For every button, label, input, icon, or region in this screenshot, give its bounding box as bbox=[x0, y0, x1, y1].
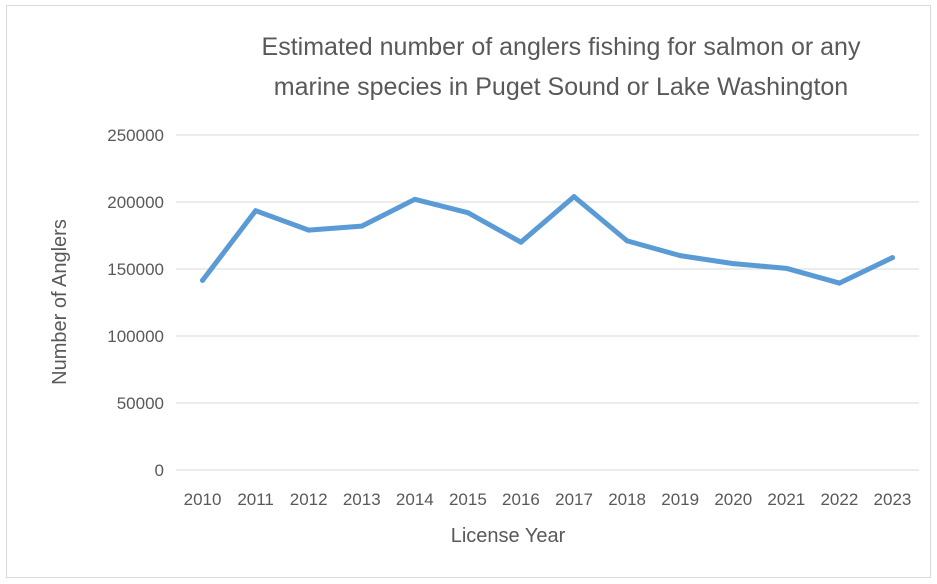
chart-frame bbox=[6, 5, 931, 578]
data-point-2010 bbox=[200, 277, 206, 283]
data-point-2020 bbox=[730, 261, 736, 267]
data-point-2014 bbox=[412, 196, 418, 202]
x-tick-label: 2012 bbox=[290, 490, 328, 509]
y-tick-label: 0 bbox=[155, 461, 164, 480]
x-tick-label: 2014 bbox=[396, 490, 434, 509]
x-axis-title: License Year bbox=[451, 525, 566, 547]
data-point-2016 bbox=[518, 239, 524, 245]
y-tick-label: 250000 bbox=[107, 126, 164, 145]
x-tick-label: 2013 bbox=[343, 490, 381, 509]
data-point-2018 bbox=[624, 238, 630, 244]
data-point-2015 bbox=[465, 210, 471, 216]
x-tick-label: 2010 bbox=[184, 490, 222, 509]
y-tick-label: 150000 bbox=[107, 260, 164, 279]
y-tick-label: 200000 bbox=[107, 193, 164, 212]
data-point-2017 bbox=[571, 194, 577, 200]
y-tick-label: 100000 bbox=[107, 327, 164, 346]
x-tick-label: 2015 bbox=[449, 490, 487, 509]
gridlines bbox=[176, 134, 919, 471]
x-tick-label: 2016 bbox=[502, 490, 540, 509]
x-tick-label: 2019 bbox=[661, 490, 699, 509]
x-tick-label: 2022 bbox=[820, 490, 858, 509]
chart-title-line-1: Estimated number of anglers fishing for … bbox=[262, 33, 861, 61]
x-tick-label: 2021 bbox=[767, 490, 805, 509]
data-point-2013 bbox=[359, 223, 365, 229]
data-point-2021 bbox=[783, 265, 789, 271]
data-point-2011 bbox=[253, 208, 259, 214]
y-axis-title: Number of Anglers bbox=[49, 219, 71, 385]
x-tick-label: 2017 bbox=[555, 490, 593, 509]
data-point-2023 bbox=[889, 255, 895, 261]
chart-title-line-2: marine species in Puget Sound or Lake Wa… bbox=[274, 73, 848, 101]
series-layer bbox=[200, 194, 895, 286]
data-point-2019 bbox=[677, 253, 683, 259]
x-tick-label: 2023 bbox=[874, 490, 912, 509]
x-tick-label: 2018 bbox=[608, 490, 646, 509]
data-point-2012 bbox=[306, 227, 312, 233]
series-line-0 bbox=[200, 194, 895, 286]
x-tick-label: 2020 bbox=[714, 490, 752, 509]
x-axis-ticks: 2010 2011 2012 2013 2014 2015 2016 2017 2018 2019… bbox=[184, 490, 912, 509]
y-tick-label: 50000 bbox=[117, 394, 164, 413]
y-axis-ticks: 0 50000 100000 150000 200000 250000 bbox=[107, 126, 164, 480]
x-tick-label: 2011 bbox=[237, 490, 274, 509]
data-point-2022 bbox=[836, 280, 842, 286]
